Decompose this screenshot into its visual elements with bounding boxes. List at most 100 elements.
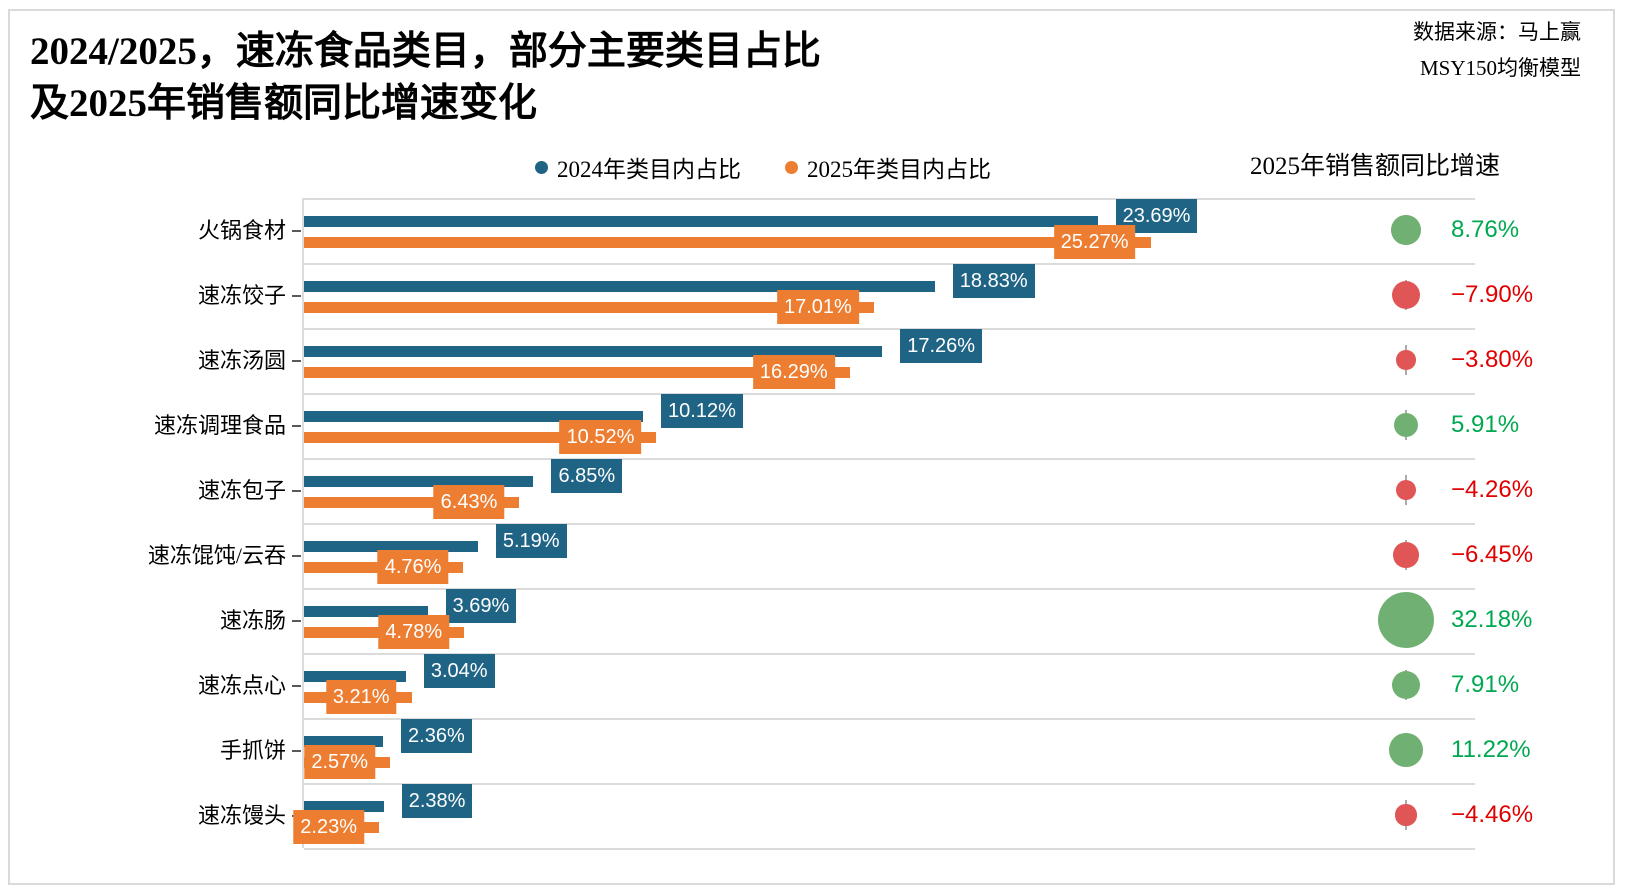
category-label: 速冻点心 xyxy=(197,673,286,698)
plot-bottom-border xyxy=(304,848,1475,850)
growth-circle xyxy=(1393,412,1419,438)
bar-2024 xyxy=(304,216,1098,227)
legend-label-2024: 2024年类目内占比 xyxy=(557,157,741,182)
data-source: 数据来源：马上赢 MSY150均衡模型 xyxy=(1413,14,1581,86)
axis-tick xyxy=(292,230,301,232)
bar-2025 xyxy=(304,302,874,313)
bar-2024 xyxy=(304,411,644,422)
bar-value-label-2025: 2.57% xyxy=(304,745,376,779)
growth-value-label: −4.46% xyxy=(1451,801,1534,828)
category-label: 速冻饺子 xyxy=(197,283,286,308)
bar-2024 xyxy=(304,541,478,552)
axis-tick xyxy=(292,750,301,752)
bar-value-label-2024: 2.36% xyxy=(401,719,472,753)
legend-label-2025: 2025年类目内占比 xyxy=(807,157,991,182)
category-label: 火锅食材 xyxy=(197,218,286,243)
bar-value-label-2025: 4.78% xyxy=(378,615,450,649)
row-separator xyxy=(304,458,1475,460)
bar-value-label-2024: 3.69% xyxy=(445,589,517,623)
category-label: 手抓饼 xyxy=(219,738,286,763)
growth-value-label: −6.45% xyxy=(1451,541,1534,568)
category-label: 速冻汤圆 xyxy=(197,348,286,373)
axis-tick xyxy=(292,490,301,492)
category-label: 速冻调理食品 xyxy=(153,413,286,438)
growth-circle xyxy=(1395,804,1417,826)
bar-2024 xyxy=(304,346,883,357)
chart-title-line2: 及2025年销售额同比增速变化 xyxy=(30,82,538,125)
bar-2024 xyxy=(304,606,428,617)
bar-value-label-2024: 18.83% xyxy=(952,264,1035,298)
row-separator xyxy=(304,783,1475,785)
bar-2024 xyxy=(304,736,384,747)
legend-dot-2025-icon xyxy=(785,160,798,174)
row-separator xyxy=(304,653,1475,655)
bar-value-label-2024: 3.04% xyxy=(423,654,495,688)
legend: 2024年类目内占比 2025年类目内占比 xyxy=(535,150,991,184)
bar-2025 xyxy=(304,367,850,378)
legend-item-2024: 2024年类目内占比 xyxy=(535,150,741,184)
growth-circle xyxy=(1391,670,1421,700)
growth-value-label: 32.18% xyxy=(1451,606,1533,633)
bar-value-label-2025: 2.23% xyxy=(293,810,364,844)
growth-value-label: −4.26% xyxy=(1451,476,1534,503)
chart-title-line1: 2024/2025，速冻食品类目，部分主要类目占比 xyxy=(30,30,821,73)
row-separator xyxy=(304,263,1475,265)
axis-tick xyxy=(292,295,301,297)
legend-dot-2024-icon xyxy=(535,160,548,174)
growth-value-label: 8.76% xyxy=(1451,216,1520,243)
bar-value-label-2025: 6.43% xyxy=(433,485,505,519)
data-source-line2: MSY150均衡模型 xyxy=(1419,56,1581,80)
row-separator xyxy=(304,718,1475,720)
bar-2024 xyxy=(304,801,384,812)
bar-value-label-2024: 17.26% xyxy=(900,329,983,363)
growth-value-label: 11.22% xyxy=(1451,736,1531,763)
category-label: 速冻馄饨/云吞 xyxy=(147,543,286,568)
category-label: 速冻包子 xyxy=(197,478,286,503)
category-label: 速冻馒头 xyxy=(197,803,286,828)
growth-value-label: 7.91% xyxy=(1451,671,1520,698)
growth-circle xyxy=(1393,542,1419,568)
bar-2024 xyxy=(304,671,406,682)
category-label: 速冻肠 xyxy=(219,608,286,633)
bar-value-label-2025: 10.52% xyxy=(559,420,642,454)
growth-value-label: −7.90% xyxy=(1451,281,1534,308)
bar-value-label-2024: 5.19% xyxy=(495,524,567,558)
row-separator xyxy=(304,523,1475,525)
growth-value-label: −3.80% xyxy=(1451,346,1534,373)
bar-value-label-2024: 2.38% xyxy=(401,784,473,818)
bar-value-label-2025: 16.29% xyxy=(752,355,835,389)
growth-circle xyxy=(1391,280,1421,310)
row-separator xyxy=(304,588,1475,590)
row-separator xyxy=(304,198,1475,200)
bar-value-label-2024: 6.85% xyxy=(551,459,623,493)
bar-value-label-2024: 23.69% xyxy=(1115,199,1198,233)
growth-circle xyxy=(1377,591,1435,649)
bar-value-label-2024: 10.12% xyxy=(661,394,743,428)
row-separator xyxy=(304,328,1475,330)
chart-title: 2024/2025，速冻食品类目，部分主要类目占比 及2025年销售额同比增速变… xyxy=(30,26,821,130)
bar-2025 xyxy=(304,432,657,443)
bar-value-label-2025: 17.01% xyxy=(776,290,859,324)
growth-value-label: 5.91% xyxy=(1451,411,1520,438)
axis-tick xyxy=(292,360,301,362)
axis-tick xyxy=(292,555,301,557)
axis-tick xyxy=(292,425,301,427)
growth-circle xyxy=(1391,215,1421,245)
bar-value-label-2025: 4.76% xyxy=(377,550,449,584)
growth-circle xyxy=(1396,350,1416,370)
legend-item-2025: 2025年类目内占比 xyxy=(785,150,991,184)
plot-area: 23.69% 25.27% 8.76% 18.83% 17.01% −7.90% 17.26… xyxy=(293,198,1533,850)
bar-2025 xyxy=(304,497,520,508)
bar-2025 xyxy=(304,237,1151,248)
row-separator xyxy=(304,393,1475,395)
axis-tick xyxy=(292,685,301,687)
growth-circle xyxy=(1395,479,1417,501)
bar-2024 xyxy=(304,476,534,487)
growth-column-header: 2025年销售额同比增速 xyxy=(1249,153,1500,180)
data-source-line1: 数据来源：马上赢 xyxy=(1413,20,1581,44)
axis-tick xyxy=(292,620,301,622)
bar-value-label-2025: 25.27% xyxy=(1053,225,1136,259)
bar-value-label-2025: 3.21% xyxy=(325,680,397,714)
growth-circle xyxy=(1389,733,1423,767)
